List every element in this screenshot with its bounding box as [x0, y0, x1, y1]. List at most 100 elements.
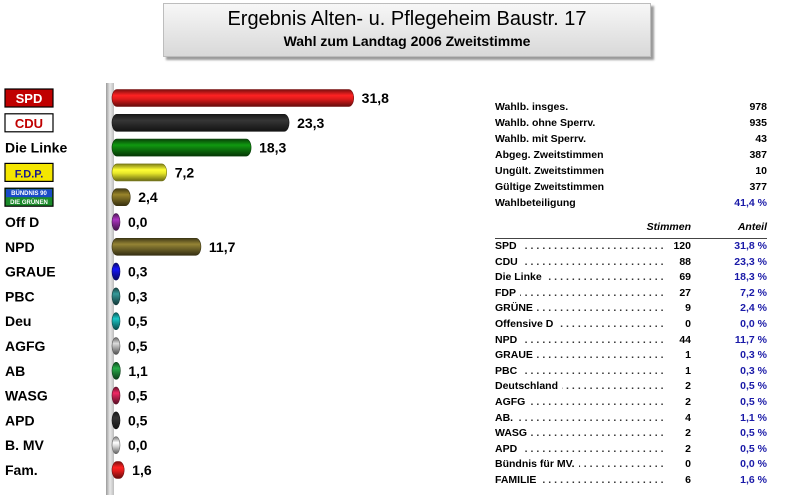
table-row: ........................................…: [495, 379, 767, 395]
leader-dots: ........................................…: [495, 349, 665, 362]
stat-row: Wahlb. ohne Sperrv. 935: [495, 115, 767, 131]
leader-dots: ........................................…: [495, 411, 665, 424]
results-table: Stimmen Anteil .........................…: [495, 219, 767, 489]
party-share: 7,2 %: [740, 286, 767, 299]
table-row: ........................................…: [495, 363, 767, 380]
value-label: 0,5: [128, 338, 148, 354]
category-label: NPD: [5, 239, 35, 255]
value-label: 0,5: [128, 412, 148, 428]
table-row: ........................................…: [495, 457, 767, 473]
bar-deu: [111, 312, 121, 330]
bar-b-mv: [111, 436, 121, 455]
bar-die-linke: [111, 138, 252, 157]
chart-title-box: Ergebnis Alten- u. Pflegeheim Baustr. 17…: [163, 3, 651, 57]
stat-value: 43: [755, 133, 767, 145]
value-label: 18,3: [259, 140, 286, 156]
party-votes: 1: [681, 348, 691, 364]
party-name: GRÜNE: [495, 301, 537, 317]
category-label: AB: [5, 363, 25, 379]
value-label: 0,5: [128, 313, 148, 329]
party-share: 23,3 %: [734, 255, 767, 268]
party-logo-b-ndnis-90-die-gr-nen: BÜNDNIS 90 DIE GRÜNEN: [4, 187, 54, 207]
leader-dots: ........................................…: [495, 427, 665, 440]
party-share: 18,3 %: [734, 271, 767, 284]
category-label: Off D: [5, 214, 39, 230]
category-label: Fam.: [5, 462, 38, 478]
party-share: 1,6 %: [740, 473, 767, 486]
party-share: 31,8 %: [734, 240, 767, 252]
party-share: 0,0 %: [740, 458, 767, 471]
stat-label: Wahlb. insges.: [495, 101, 569, 113]
table-row: ........................................…: [495, 332, 767, 349]
party-votes: 27: [675, 285, 691, 302]
leader-dots: ........................................…: [495, 286, 665, 299]
category-label: APD: [5, 412, 35, 428]
party-votes: 2: [681, 394, 691, 411]
party-votes: 2: [681, 441, 691, 458]
party-logo-f-d-p-: F.D.P.: [4, 162, 54, 183]
bar-agfg: [111, 337, 121, 355]
party-name: WASG: [495, 426, 532, 442]
party-share: 0,3 %: [740, 349, 767, 362]
party-name: AB.: [495, 410, 518, 427]
stat-label: Wahlbeteiligung: [495, 197, 576, 209]
bar-cdu: [111, 113, 290, 132]
logo-text: CDU: [15, 116, 43, 131]
table-row: ........................................…: [495, 254, 767, 271]
share-column-header: Anteil: [737, 221, 767, 233]
logo-text: DIE GRÜNEN: [10, 199, 48, 206]
party-votes: 4: [681, 410, 691, 427]
leader-dots: ........................................…: [495, 255, 665, 268]
stat-row: Ungült. Zweitstimmen 10: [495, 163, 767, 179]
bar-wasg: [111, 386, 121, 405]
party-votes: 69: [675, 270, 691, 286]
logo-text: SPD: [16, 91, 43, 106]
bar-chart: 31,8 SPD 23,3 CDU 18,3 Die Linke 7,2 F.D.P. 2,4 B…: [4, 83, 389, 495]
value-label: 0,3: [128, 288, 148, 304]
party-name: FAMILIE: [495, 472, 541, 489]
party-votes: 2: [681, 379, 691, 395]
party-votes: 9: [681, 301, 691, 317]
bar-pbc: [111, 287, 121, 306]
category-label: PBC: [5, 288, 35, 304]
table-row: ........................................…: [495, 301, 767, 317]
stat-row: Wahlbeteiligung 41,4 %: [495, 195, 767, 211]
logo-text: BÜNDNIS 90: [11, 190, 47, 197]
bar-b-ndnis-90-die-gr-nen: [111, 188, 131, 206]
statistics-panel: Wahlb. insges. 978 Wahlb. ohne Sperrv. 935 W…: [495, 99, 767, 211]
chart-title: Ergebnis Alten- u. Pflegeheim Baustr. 17: [227, 8, 587, 30]
bar-fam-: [111, 461, 125, 479]
leader-dots: ........................................…: [495, 333, 665, 346]
party-votes: 2: [681, 426, 691, 442]
party-votes: 44: [675, 332, 691, 349]
party-share: 11,7 %: [734, 333, 767, 346]
value-label: 0,3: [128, 264, 148, 280]
party-share: 0,3 %: [740, 364, 767, 377]
party-name: Die Linke: [495, 270, 546, 286]
chart-subtitle: Wahl zum Landtag 2006 Zweitstimme: [283, 33, 531, 49]
leader-dots: ........................................…: [495, 302, 665, 315]
category-label: Die Linke: [5, 140, 67, 156]
leader-dots: ........................................…: [495, 395, 665, 408]
table-row: ........................................…: [495, 316, 767, 333]
party-share: 2,4 %: [740, 302, 767, 315]
party-votes: 88: [675, 254, 691, 271]
bar-apd: [111, 411, 121, 430]
party-name: AGFG: [495, 394, 530, 411]
category-label: Deu: [5, 313, 31, 329]
bar-off-d: [111, 213, 121, 231]
logo-text: F.D.P.: [15, 168, 44, 180]
party-share: 0,0 %: [740, 317, 767, 330]
category-label: WASG: [5, 388, 48, 404]
table-row: ........................................…: [495, 426, 767, 442]
bar-f-d-p-: [111, 163, 168, 182]
table-row: ........................................…: [495, 239, 767, 255]
table-header: Stimmen Anteil: [495, 219, 767, 239]
party-name: Deutschland: [495, 379, 563, 395]
stat-label: Ungült. Zweitstimmen: [495, 165, 605, 177]
table-row: ........................................…: [495, 472, 767, 489]
party-name: APD: [495, 441, 522, 458]
stat-row: Wahlb. insges. 978: [495, 99, 767, 115]
value-label: 11,7: [209, 239, 236, 255]
value-label: 7,2: [175, 164, 195, 180]
